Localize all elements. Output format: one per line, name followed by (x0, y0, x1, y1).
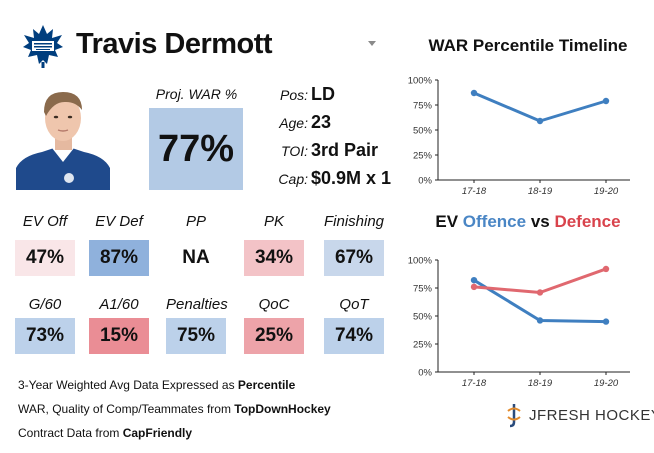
war-timeline-y-tick-label: 25% (413, 151, 433, 162)
footer-line2-prefix: WAR, Quality of Comp/Teammates from (18, 402, 235, 416)
age-value: 23 (311, 112, 332, 132)
age-label: Age: (279, 115, 308, 131)
brand-text: JFRESH HOCKEY (529, 406, 654, 424)
ev-chart-x-tick-label: 19-20 (594, 378, 619, 389)
player-name: Travis Dermott (76, 28, 273, 60)
position-label: Pos: (279, 87, 308, 103)
toi-value: 3rd Pair (311, 140, 379, 160)
war-timeline-y-tick-label: 50% (413, 126, 433, 137)
penalties-value: 75% (166, 318, 226, 354)
jfresh-hockey-brand: JFRESH HOCKEY (505, 402, 654, 428)
footer-note-contract-source: Contract Data from CapFriendly (18, 426, 192, 440)
g60-label: G/60 (28, 296, 62, 313)
ev-offence-defence-chart: 0% 25% 50% 75% 100% 17-18 18-19 19-20 (408, 256, 630, 389)
footer-line1-bold: Percentile (237, 378, 296, 392)
player-dropdown-caret-icon[interactable] (368, 41, 376, 46)
war-timeline-data-point (602, 97, 610, 105)
a160-value: 15% (89, 318, 149, 354)
qoc-value: 25% (244, 318, 304, 354)
footer-note-war-source: WAR, Quality of Comp/Teammates from TopD… (18, 402, 331, 416)
war-timeline-y-tick-label: 0% (418, 176, 432, 187)
war-timeline-series-line-0 (473, 91, 607, 123)
ev-title-vs: vs (526, 212, 555, 231)
war-timeline-x-tick-label: 19-20 (594, 186, 619, 197)
footer-line3-prefix: Contract Data from (18, 426, 123, 440)
ev-chart-y-tick-label: 75% (413, 284, 433, 295)
a160-label: A1/60 (99, 296, 139, 313)
ev-title-prefix: EV (435, 212, 463, 231)
ev-title-offence: Offence (462, 212, 527, 231)
ev-title-defence: Defence (554, 212, 621, 231)
toi-label: TOI: (281, 143, 308, 159)
war-timeline-data-point (536, 117, 544, 125)
cap-label: Cap: (278, 171, 308, 187)
ev-chart-data-point (602, 318, 610, 325)
ev-chart-y-tick-label: 100% (408, 256, 433, 267)
qoc-label: QoC (258, 296, 290, 313)
war-timeline-y-tick-label: 75% (413, 101, 433, 112)
ev-chart-series-line-offence (473, 278, 607, 324)
ev-chart-y-tick-label: 0% (418, 368, 432, 379)
qot-value: 74% (324, 318, 384, 354)
player-headshot (16, 82, 110, 190)
finishing-value: 67% (324, 240, 384, 276)
footer-line3-bold: CapFriendly (122, 426, 193, 440)
footer-line2-bold: TopDownHockey (234, 402, 331, 416)
ev-chart-y-tick-label: 50% (413, 312, 433, 323)
footer-note-percentile: 3-Year Weighted Avg Data Expressed as Pe… (18, 378, 295, 392)
war-timeline-y-tick-label: 100% (408, 76, 433, 87)
ev-chart-data-point (536, 317, 544, 324)
ev-def-label: EV Def (95, 213, 143, 230)
g60-value: 73% (15, 318, 75, 354)
war-timeline-data-point (470, 89, 478, 97)
ev-chart-data-point (470, 283, 478, 291)
maple-leafs-logo-icon (22, 24, 64, 68)
ev-chart-x-tick-label: 17-18 (462, 378, 487, 389)
ev-chart-x-tick-label: 18-19 (528, 378, 553, 389)
ev-chart-series-line-defence (473, 267, 607, 294)
jfresh-logo-icon (507, 404, 521, 428)
ev-chart-data-point (470, 276, 478, 284)
finishing-label: Finishing (324, 213, 385, 230)
ev-offence-defence-title: EV Offence vs Defence (418, 212, 638, 232)
ev-def-value: 87% (89, 240, 149, 276)
proj-war-value: 77% (149, 108, 243, 190)
proj-war-label: Proj. WAR % (155, 86, 238, 102)
pp-label: PP (185, 213, 206, 230)
qot-label: QoT (339, 296, 369, 313)
position-value: LD (311, 84, 335, 104)
war-timeline-x-tick-label: 17-18 (462, 186, 487, 197)
ev-off-label: EV Off (22, 213, 68, 230)
war-timeline-chart: 0% 25% 50% 75% 100% 17-18 18-19 19-20 (408, 76, 630, 197)
pk-label: PK (263, 213, 284, 230)
pk-value: 34% (244, 240, 304, 276)
ev-chart-data-point (602, 265, 610, 273)
war-timeline-x-tick-label: 18-19 (528, 186, 553, 197)
ev-chart-y-tick-label: 25% (413, 340, 433, 351)
ev-chart-data-point (536, 289, 544, 296)
ev-off-value: 47% (15, 240, 75, 276)
war-timeline-title: WAR Percentile Timeline (428, 36, 628, 55)
cap-value: $0.9M x 1 (311, 168, 392, 188)
pp-value: NA (166, 240, 226, 276)
penalties-label: Penalties (166, 296, 228, 313)
footer-line1-prefix: 3-Year Weighted Avg Data Expressed as (18, 378, 238, 392)
